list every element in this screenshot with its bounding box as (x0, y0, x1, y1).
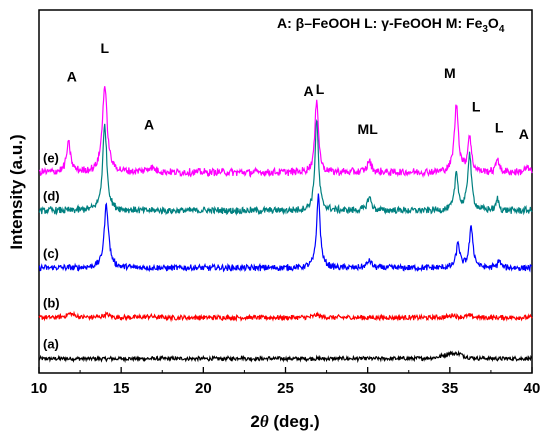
legend-key-l: L: γ-FeOOH (364, 15, 442, 31)
x-axis-label-theta: θ (260, 412, 269, 431)
legend-key-m-sub1: 3 (482, 24, 488, 35)
x-tick-label-35: 35 (441, 380, 458, 397)
x-tick-label-40: 40 (524, 380, 541, 397)
series-line-c (38, 193, 533, 273)
series-label-e: (e) (43, 150, 59, 165)
peak-annotation-9: A (519, 126, 529, 142)
peak-annotation-0: A (67, 69, 77, 85)
legend-key-m-mid: O (488, 15, 499, 31)
legend-key-a: A: β–FeOOH (277, 15, 360, 31)
legend-key-m: M: Fe (446, 15, 483, 31)
peak-annotation-4: L (316, 81, 325, 97)
peak-annotation-7: L (472, 98, 481, 114)
x-axis-label: 2θ (deg.) (250, 412, 319, 431)
peak-annotation-3: A (303, 83, 313, 99)
series-line-d (38, 118, 533, 216)
x-tick-label-20: 20 (195, 380, 212, 397)
peak-annotation-2: A (144, 116, 154, 132)
x-axis-label-suffix: (deg.) (269, 412, 320, 431)
legend-key-m-sub2: 4 (499, 24, 505, 35)
peak-annotation-5: ML (358, 121, 379, 137)
y-axis-label: Intensity (a.u.) (7, 134, 26, 249)
series-labels: (a) (b) (c) (d) (e) (43, 150, 60, 351)
x-tick-label-25: 25 (277, 380, 294, 397)
peak-annotation-6: M (444, 65, 456, 81)
peak-annotation-8: L (495, 119, 504, 135)
series-label-d: (d) (43, 189, 60, 204)
x-axis-ticks: 10 15 20 25 30 35 40 (31, 367, 541, 397)
series-label-a: (a) (43, 337, 59, 352)
series-layer (38, 86, 533, 364)
x-tick-label-10: 10 (31, 380, 48, 397)
series-line-e (38, 86, 533, 179)
series-line-a (38, 350, 533, 364)
x-axis-label-prefix: 2 (250, 412, 259, 431)
x-tick-label-30: 30 (359, 380, 376, 397)
series-line-b (38, 310, 533, 323)
series-label-c: (c) (43, 246, 59, 261)
peak-annotation-1: L (100, 40, 109, 56)
x-tick-label-15: 15 (113, 380, 130, 397)
legend-key: A: β–FeOOH L: γ-FeOOH M: Fe3O4 (277, 15, 505, 35)
series-label-b: (b) (43, 296, 60, 311)
